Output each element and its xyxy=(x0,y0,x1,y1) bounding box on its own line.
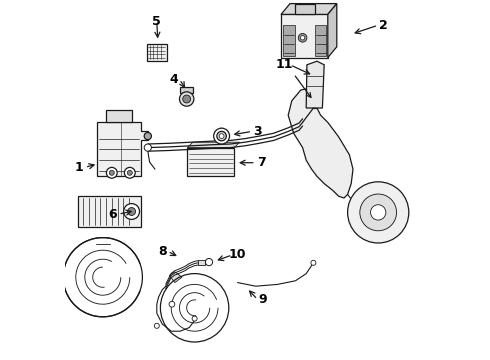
Polygon shape xyxy=(306,61,324,108)
Polygon shape xyxy=(328,4,337,58)
Circle shape xyxy=(214,128,229,144)
Polygon shape xyxy=(198,260,205,265)
Polygon shape xyxy=(180,87,193,93)
Circle shape xyxy=(360,194,396,231)
Circle shape xyxy=(179,92,194,106)
Text: 1: 1 xyxy=(75,161,84,174)
Circle shape xyxy=(219,134,224,139)
Polygon shape xyxy=(288,88,353,198)
Circle shape xyxy=(127,170,132,175)
Text: 2: 2 xyxy=(379,19,388,32)
Polygon shape xyxy=(295,4,315,14)
Polygon shape xyxy=(147,44,167,61)
Circle shape xyxy=(298,33,307,42)
Circle shape xyxy=(217,131,226,141)
Polygon shape xyxy=(283,25,295,56)
Text: 3: 3 xyxy=(253,125,262,138)
Text: 5: 5 xyxy=(152,15,161,28)
Polygon shape xyxy=(98,122,148,176)
Circle shape xyxy=(144,144,151,151)
Circle shape xyxy=(192,316,197,321)
Text: 11: 11 xyxy=(276,58,294,71)
Circle shape xyxy=(124,167,135,178)
Polygon shape xyxy=(281,4,337,14)
Circle shape xyxy=(370,205,386,220)
Text: 9: 9 xyxy=(259,293,268,306)
Text: 6: 6 xyxy=(109,208,117,221)
Polygon shape xyxy=(281,14,328,58)
Circle shape xyxy=(311,260,316,265)
Polygon shape xyxy=(77,196,141,227)
Circle shape xyxy=(109,170,114,175)
Polygon shape xyxy=(106,110,132,122)
Circle shape xyxy=(123,204,140,220)
Circle shape xyxy=(154,323,159,328)
Circle shape xyxy=(144,132,151,140)
Circle shape xyxy=(183,95,191,103)
Polygon shape xyxy=(187,142,240,148)
Circle shape xyxy=(300,36,305,40)
Text: 10: 10 xyxy=(229,248,246,261)
Circle shape xyxy=(169,301,175,307)
Circle shape xyxy=(127,207,136,215)
Circle shape xyxy=(106,167,117,178)
Polygon shape xyxy=(170,272,182,283)
Polygon shape xyxy=(187,148,234,176)
Circle shape xyxy=(347,182,409,243)
Text: 8: 8 xyxy=(158,245,167,258)
Polygon shape xyxy=(315,25,326,56)
Text: 4: 4 xyxy=(170,73,178,86)
Text: 7: 7 xyxy=(257,156,266,169)
